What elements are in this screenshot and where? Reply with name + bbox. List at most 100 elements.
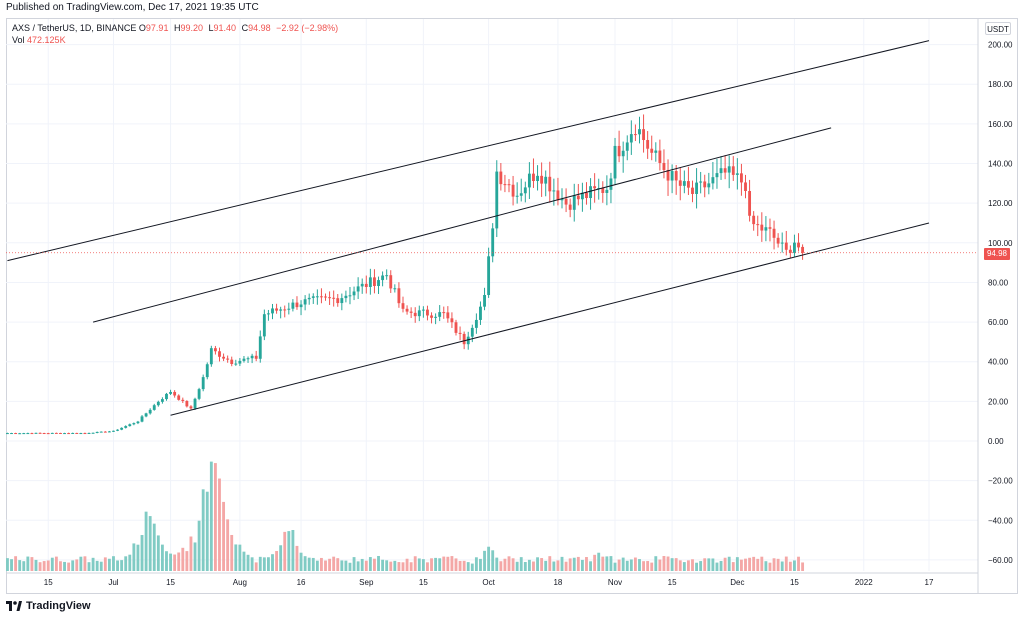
candle-body — [703, 181, 707, 188]
candle-body — [617, 145, 621, 157]
candle-body — [336, 298, 340, 304]
volume-bar — [10, 559, 13, 571]
volume-bar — [605, 556, 609, 571]
candle-body — [311, 296, 315, 298]
volume-bar — [625, 560, 629, 571]
y-tick-label: 180.00 — [988, 80, 1013, 89]
candle-body — [79, 433, 83, 435]
currency-button[interactable]: USDT — [985, 22, 1011, 35]
volume-bar — [320, 557, 323, 571]
candle-body — [572, 195, 576, 210]
publish-bar: Published on TradingView.com, Dec 17, 20… — [0, 0, 1024, 16]
x-tick-label: 16 — [297, 578, 306, 587]
candle-body — [426, 309, 429, 316]
volume-bar — [503, 558, 507, 571]
volume-bar — [169, 553, 172, 571]
candle-body — [454, 322, 458, 333]
legend-close-label: C — [241, 23, 249, 33]
legend-vol-label: Vol — [12, 35, 25, 45]
volume-bar — [731, 562, 735, 571]
volume-bar — [413, 556, 417, 571]
candle-body — [226, 358, 230, 360]
volume-bar — [332, 556, 336, 571]
y-tick-label: 100.00 — [988, 239, 1013, 248]
volume-bar — [368, 557, 372, 571]
candle-body — [266, 313, 270, 315]
volume-bar — [735, 557, 739, 571]
volume-bar — [458, 560, 462, 571]
candle-body — [625, 142, 629, 151]
x-tick-label: 15 — [419, 578, 428, 587]
candle-body — [735, 173, 739, 175]
volume-bar — [764, 561, 768, 571]
volume-bar — [699, 561, 703, 571]
candle-body — [18, 433, 22, 435]
y-tick-label: 160.00 — [988, 120, 1013, 129]
candle-body — [344, 295, 348, 299]
candle-body — [160, 399, 164, 402]
candle-body — [511, 184, 515, 197]
volume-bar — [801, 562, 805, 571]
candle-body — [695, 182, 699, 194]
candle-body — [67, 433, 71, 435]
volume-bar — [87, 562, 91, 571]
candle-body — [638, 129, 641, 135]
volume-bar — [218, 478, 221, 571]
y-tick-label: −40.00 — [988, 516, 1013, 525]
volume-bar — [409, 562, 413, 571]
candle-body — [768, 227, 772, 229]
channel-trendline — [7, 40, 930, 262]
candle-body — [271, 308, 274, 314]
volume-bar — [756, 558, 760, 571]
candle-body — [124, 426, 128, 428]
volume-bar — [793, 560, 796, 571]
volume-bar — [430, 558, 433, 571]
volume-bar — [250, 557, 254, 571]
volume-bar — [230, 534, 234, 571]
candle-body — [699, 181, 703, 183]
candle-body — [299, 304, 303, 308]
candle-body — [368, 277, 372, 287]
volume-bar — [38, 562, 42, 571]
volume-bar — [275, 551, 279, 571]
candle-body — [254, 355, 258, 359]
volume-bar — [291, 530, 295, 571]
candle-layer — [6, 114, 805, 435]
candle-body — [442, 312, 446, 314]
chart-legend: AXS / TetherUS, 1D, BINANCE O97.91 H99.2… — [12, 23, 341, 33]
candle-body — [642, 129, 645, 141]
volume-bar — [226, 519, 230, 571]
volume-bar — [760, 556, 764, 571]
volume-bar — [344, 560, 348, 571]
volume-bar — [674, 558, 678, 571]
candle-body — [87, 432, 91, 434]
candle-body — [258, 336, 262, 359]
volume-bar — [466, 562, 470, 571]
volume-bar — [401, 562, 405, 571]
candle-body — [650, 148, 654, 153]
volume-bar — [629, 559, 633, 571]
x-tick-label: Nov — [608, 578, 622, 587]
candle-body — [585, 192, 588, 199]
candle-body — [483, 294, 486, 307]
volume-bar — [474, 557, 478, 571]
x-tick-label: Aug — [233, 578, 247, 587]
volume-bar — [695, 562, 699, 571]
candle-body — [801, 246, 805, 253]
legend-open-label: O — [138, 23, 146, 33]
volume-bar — [744, 558, 747, 571]
volume-bar — [703, 558, 707, 571]
volume-bar — [262, 557, 266, 571]
volume-bar — [434, 557, 438, 571]
volume-bar — [254, 562, 258, 571]
volume-bar — [772, 558, 776, 571]
tradingview-footer[interactable]: TradingView — [6, 598, 91, 614]
volume-bar — [540, 558, 544, 571]
candle-body — [26, 433, 30, 435]
volume-bar — [258, 556, 262, 571]
candle-body — [711, 177, 715, 184]
legend-high-value: 99.20 — [180, 23, 203, 33]
volume-bar — [572, 557, 576, 571]
candle-body — [421, 309, 425, 311]
